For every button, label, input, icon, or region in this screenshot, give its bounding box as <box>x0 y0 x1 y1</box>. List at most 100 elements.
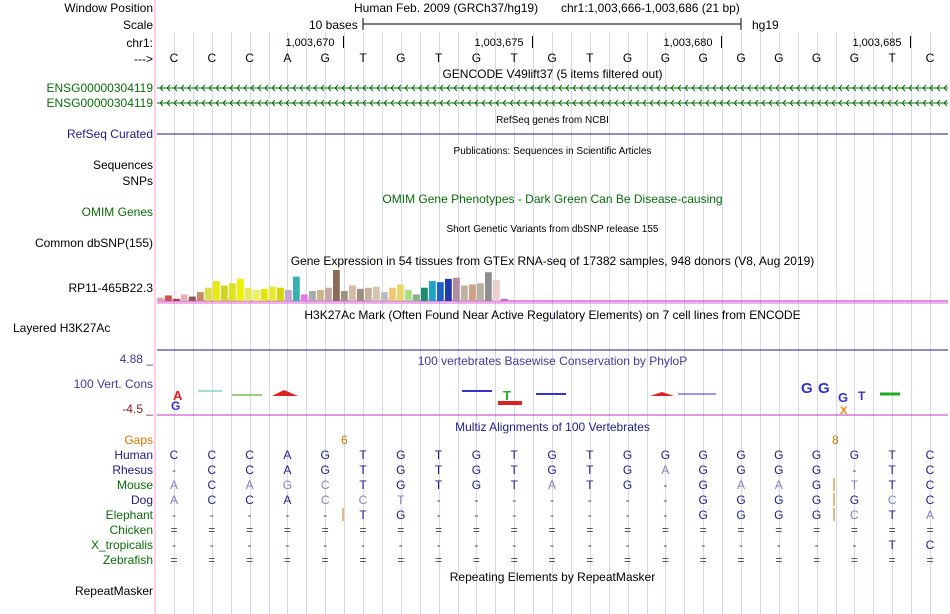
aligned-base: G <box>547 448 557 462</box>
strand-arrow <box>236 84 241 92</box>
strand-arrow <box>180 99 185 107</box>
aligned-base: - <box>512 493 517 507</box>
strand-arrow <box>866 84 871 92</box>
aligned-base: = <box>246 553 254 567</box>
strand-arrow <box>180 84 185 92</box>
gtex-label[interactable]: RP11-465B22.3 <box>68 281 153 295</box>
ruler-tick-label: 1,003,680 <box>663 37 713 49</box>
aligned-base: - <box>247 508 252 522</box>
base: C <box>169 51 179 65</box>
aligned-base: - <box>852 538 857 552</box>
strand-arrow <box>397 99 402 107</box>
aligned-base: C <box>925 448 935 462</box>
strand-arrow <box>915 84 920 92</box>
aligned-base: = <box>208 523 216 537</box>
refseq-label[interactable]: RefSeq Curated <box>66 127 153 141</box>
strand-arrow <box>453 99 458 107</box>
strand-arrow <box>453 84 458 92</box>
strand-arrow <box>537 84 542 92</box>
strand-arrow <box>530 99 535 107</box>
species-label[interactable]: Zebrafish <box>102 553 153 567</box>
aligned-base: G <box>698 463 708 477</box>
svg-text:G: G <box>818 380 830 397</box>
strand-arrow <box>866 99 871 107</box>
strand-arrow <box>607 84 612 92</box>
strand-arrow <box>747 99 752 107</box>
aligned-base: = <box>548 523 556 537</box>
strand-arrow <box>600 84 605 92</box>
strand-arrow <box>705 84 710 92</box>
aligned-base: G <box>774 463 784 477</box>
strand-arrow <box>635 84 640 92</box>
aligned-base: G <box>736 463 746 477</box>
repeatmasker-label[interactable]: RepeatMasker <box>74 584 153 598</box>
strand-arrow <box>194 84 199 92</box>
aligned-base: = <box>737 553 745 567</box>
species-label[interactable]: Mouse <box>116 478 153 492</box>
strand-arrow <box>544 84 549 92</box>
strand-arrow <box>544 99 549 107</box>
phylop-track-title: 100 vertebrates Basewise Conservation by… <box>417 354 688 368</box>
aligned-base: T <box>397 493 405 507</box>
gencode-gene-label-2[interactable]: ENSG00000304119 <box>46 96 153 110</box>
strand-arrow <box>418 99 423 107</box>
strand-arrow <box>754 84 759 92</box>
gtex-bar <box>181 294 188 301</box>
aligned-base: G <box>774 448 784 462</box>
strand-arrow <box>404 84 409 92</box>
strand-arrow <box>656 99 661 107</box>
aligned-base: = <box>661 553 669 567</box>
gtex-bar <box>253 289 260 301</box>
logo-t: T <box>503 388 511 403</box>
species-label[interactable]: Dog <box>130 493 153 507</box>
aligned-base: - <box>587 538 592 552</box>
strand-arrow <box>264 99 269 107</box>
species-label[interactable]: X_tropicalis <box>90 538 153 552</box>
gtex-bar <box>229 283 236 301</box>
aligned-base: G <box>811 493 822 507</box>
aligned-base: - <box>512 508 517 522</box>
aligned-base: C <box>320 478 330 492</box>
aligned-base: = <box>586 523 594 537</box>
h3k27ac-label[interactable]: Layered H3K27Ac <box>13 321 111 335</box>
aligned-base: G <box>320 463 330 477</box>
conservation-label[interactable]: 100 Vert. Cons <box>73 377 153 391</box>
base: G <box>811 51 822 65</box>
gtex-bar <box>429 281 436 301</box>
species-label[interactable]: Elephant <box>105 508 153 522</box>
strand-arrow <box>670 99 675 107</box>
aligned-base: T <box>510 463 518 477</box>
aligned-base: - <box>323 538 328 552</box>
aligned-base: = <box>850 523 858 537</box>
aligned-base: T <box>888 463 896 477</box>
strand-arrow <box>313 99 318 107</box>
strand-arrow <box>173 84 178 92</box>
strand-arrow <box>740 84 745 92</box>
species-label[interactable]: Chicken <box>109 523 153 537</box>
gencode-gene-label-1[interactable]: ENSG00000304119 <box>46 81 153 95</box>
svg-text:G: G <box>838 390 848 405</box>
omim-label[interactable]: OMIM Genes <box>81 205 153 219</box>
snps-label[interactable]: SNPs <box>122 174 153 188</box>
gtex-bar <box>389 287 396 301</box>
strand-arrow <box>390 99 395 107</box>
species-label[interactable]: Rhesus <box>112 463 153 477</box>
strand-arrow <box>908 84 913 92</box>
strand-arrow <box>292 99 297 107</box>
aligned-base: - <box>663 538 668 552</box>
strand-arrow <box>558 84 563 92</box>
dbsnp-label[interactable]: Common dbSNP(155) <box>34 236 153 250</box>
aligned-base: = <box>170 523 178 537</box>
species-label[interactable]: Human <box>114 448 153 462</box>
base: C <box>207 51 217 65</box>
aligned-base: G <box>396 448 406 462</box>
strand-arrow <box>607 99 612 107</box>
strand-arrow <box>831 99 836 107</box>
aligned-base: T <box>359 478 367 492</box>
aligned-base: G <box>849 448 860 462</box>
aligned-base: A <box>925 508 934 522</box>
strand-arrow <box>579 84 584 92</box>
sequences-label[interactable]: Sequences <box>92 158 153 172</box>
